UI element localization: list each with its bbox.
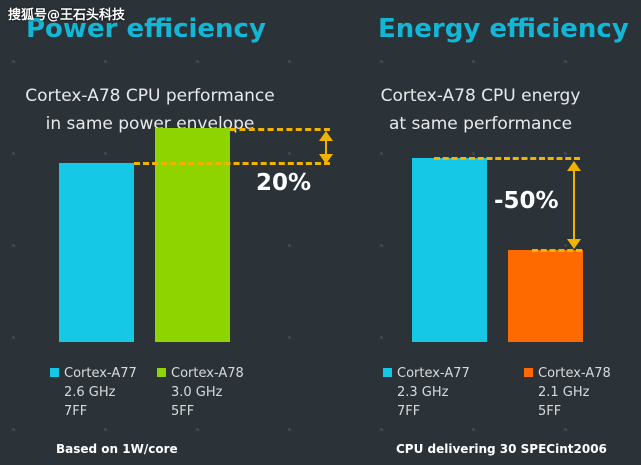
- chart-title: Energy efficiency: [378, 14, 629, 44]
- grid-dot: [380, 152, 383, 155]
- bar-cortex-a78: [155, 127, 230, 342]
- arrow-head-up-icon: [567, 161, 581, 171]
- subtitle-line-1: Cortex-A78 CPU energy: [380, 86, 581, 106]
- reference-line-a78: [230, 127, 330, 131]
- delta-arrow: [325, 133, 327, 160]
- legend-item-cortex-a77: Cortex-A77 2.3 GHz 7FF: [383, 364, 470, 421]
- grid-dot: [472, 152, 475, 155]
- grid-dot: [12, 60, 15, 63]
- grid-dot: [12, 244, 15, 247]
- grid-dot: [288, 428, 291, 431]
- legend-name: Cortex-A77: [397, 366, 470, 381]
- legend-node: 7FF: [64, 404, 88, 419]
- grid-dot: [12, 428, 15, 431]
- legend-node: 5FF: [538, 404, 562, 419]
- watermark: 搜狐号@王石头科技: [8, 8, 126, 23]
- legend-item-cortex-a77: Cortex-A77 2.6 GHz 7FF: [50, 364, 137, 421]
- grid-dot: [196, 428, 199, 431]
- grid-dot: [380, 428, 383, 431]
- legend-node: 5FF: [171, 404, 195, 419]
- grid-dot: [288, 60, 291, 63]
- legend-freq: 2.3 GHz: [397, 385, 449, 400]
- chart-title: Power efficiency: [26, 14, 266, 44]
- legend-swatch: [524, 368, 533, 377]
- chart-footnote: Based on 1W/core: [56, 442, 178, 456]
- arrow-head-up-icon: [319, 130, 333, 141]
- power-efficiency-panel: Power efficiency Cortex-A78 CPU performa…: [0, 0, 333, 465]
- legend-node: 7FF: [397, 404, 421, 419]
- grid-dot: [564, 428, 567, 431]
- grid-dot: [104, 152, 107, 155]
- grid-dot: [196, 60, 199, 63]
- bar-cortex-a78: [508, 250, 583, 342]
- energy-efficiency-panel: Energy efficiency Cortex-A78 CPU energy …: [320, 0, 641, 465]
- legend-freq: 2.1 GHz: [538, 385, 590, 400]
- legend-name: Cortex-A78: [538, 366, 611, 381]
- grid-dot: [472, 428, 475, 431]
- delta-arrow: [573, 164, 575, 244]
- grid-dot: [380, 336, 383, 339]
- reference-line-a77: [434, 157, 580, 160]
- delta-label: -50%: [494, 188, 559, 214]
- chart-subtitle: Cortex-A78 CPU energy at same performanc…: [320, 82, 641, 138]
- grid-dot: [12, 336, 15, 339]
- legend-name: Cortex-A78: [171, 366, 244, 381]
- subtitle-line-1: Cortex-A78 CPU performance: [25, 86, 275, 106]
- grid-dot: [564, 152, 567, 155]
- grid-dot: [564, 60, 567, 63]
- legend-item-cortex-a78: Cortex-A78 3.0 GHz 5FF: [157, 364, 244, 421]
- legend-freq: 2.6 GHz: [64, 385, 116, 400]
- legend-freq: 3.0 GHz: [171, 385, 223, 400]
- bar-cortex-a77: [59, 163, 134, 342]
- delta-label: 20%: [256, 170, 312, 196]
- grid-dot: [564, 244, 567, 247]
- grid-dot: [288, 336, 291, 339]
- grid-dot: [104, 428, 107, 431]
- reference-line-a77: [134, 162, 330, 166]
- grid-dot: [288, 244, 291, 247]
- grid-dot: [380, 60, 383, 63]
- grid-dot: [380, 244, 383, 247]
- grid-dot: [472, 60, 475, 63]
- arrow-head-down-icon: [319, 154, 333, 165]
- legend-swatch: [50, 368, 59, 377]
- grid-dot: [104, 60, 107, 63]
- reference-line-a78: [532, 249, 582, 252]
- grid-dot: [12, 152, 15, 155]
- legend-item-cortex-a78: Cortex-A78 2.1 GHz 5FF: [524, 364, 611, 421]
- bar-cortex-a77: [412, 158, 487, 342]
- legend-name: Cortex-A77: [64, 366, 137, 381]
- subtitle-line-2: at same performance: [388, 114, 573, 134]
- arrow-head-down-icon: [567, 239, 581, 249]
- subtitle-line-2: in same power envelope: [45, 114, 255, 134]
- grid-dot: [288, 152, 291, 155]
- legend-swatch: [157, 368, 166, 377]
- legend-swatch: [383, 368, 392, 377]
- chart-footnote: CPU delivering 30 SPECint2006: [396, 442, 607, 456]
